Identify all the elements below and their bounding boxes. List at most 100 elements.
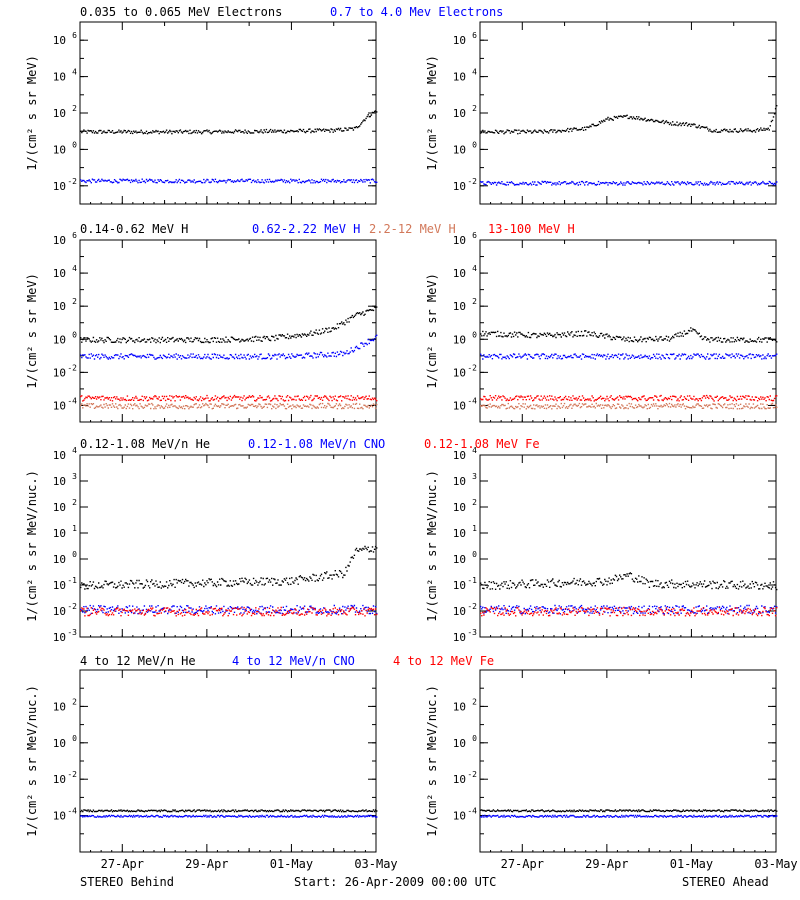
- y-tick-label: 10: [453, 234, 466, 247]
- y-tick-exponent: 0: [472, 330, 477, 339]
- y-tick-label: 10: [53, 34, 66, 47]
- legend-label: 4 to 12 MeV/n He: [80, 654, 196, 668]
- y-tick-exponent: 0: [472, 734, 477, 743]
- y-tick-label: 10: [53, 366, 66, 379]
- data-points-ahead-series-0: [480, 327, 778, 343]
- y-tick-exponent: 6: [472, 231, 477, 240]
- y-tick-exponent: -2: [67, 177, 77, 186]
- y-tick-exponent: 4: [472, 264, 477, 273]
- y-tick-exponent: -2: [467, 770, 477, 779]
- y-tick-label: 10: [53, 579, 66, 592]
- legend-label: 4 to 12 MeV/n CNO: [232, 654, 355, 668]
- y-tick-label: 10: [453, 399, 466, 412]
- y-tick-exponent: 3: [472, 472, 477, 481]
- y-tick-exponent: 6: [72, 31, 77, 40]
- y-tick-label: 10: [453, 267, 466, 280]
- y-tick-exponent: 1: [472, 524, 477, 533]
- legend-label: 2.2-12 MeV H: [369, 222, 456, 236]
- y-tick-exponent: 2: [72, 104, 77, 113]
- data-points-behind-series-3: [80, 394, 378, 402]
- y-tick-label: 10: [453, 34, 466, 47]
- y-tick-exponent: -3: [467, 628, 477, 637]
- plot-frame: [479, 21, 777, 205]
- y-tick-exponent: 0: [72, 140, 77, 149]
- y-axis-label: 1/(cm² s sr MeV): [425, 55, 439, 171]
- plot-frame: [479, 239, 777, 423]
- data-points-behind-series-0: [80, 809, 378, 813]
- y-tick-label: 10: [53, 143, 66, 156]
- legend-label: 0.12-1.08 MeV/n CNO: [248, 437, 385, 451]
- y-tick-label: 10: [53, 631, 66, 644]
- y-tick-label: 10: [53, 267, 66, 280]
- data-points-behind-series-0: [80, 545, 378, 590]
- y-tick-exponent: 4: [72, 264, 77, 273]
- y-tick-label: 10: [53, 605, 66, 618]
- y-tick-label: 10: [453, 737, 466, 750]
- y-tick-label: 10: [453, 700, 466, 713]
- data-points-ahead-series-1: [480, 180, 778, 186]
- y-tick-exponent: -2: [467, 177, 477, 186]
- y-tick-exponent: -2: [67, 602, 77, 611]
- y-tick-label: 10: [53, 501, 66, 514]
- y-tick-label: 10: [453, 631, 466, 644]
- legend-label: 0.7 to 4.0 Mev Electrons: [330, 5, 503, 19]
- footer-start-label: Start: 26-Apr-2009 00:00 UTC: [294, 875, 496, 889]
- x-tick-label: 03-May: [754, 857, 797, 871]
- y-tick-exponent: -4: [467, 396, 477, 405]
- y-tick-exponent: 0: [472, 140, 477, 149]
- y-tick-exponent: 3: [72, 472, 77, 481]
- y-tick-label: 10: [53, 333, 66, 346]
- legend-label: 0.14-0.62 MeV H: [80, 222, 188, 236]
- y-tick-label: 10: [453, 449, 466, 462]
- x-tick-label: 29-Apr: [585, 857, 628, 871]
- y-axis-label: 1/(cm² s sr MeV): [25, 55, 39, 171]
- y-tick-label: 10: [453, 366, 466, 379]
- y-tick-exponent: 4: [72, 446, 77, 455]
- y-tick-exponent: 2: [472, 104, 477, 113]
- y-tick-label: 10: [53, 527, 66, 540]
- y-tick-exponent: 0: [72, 734, 77, 743]
- data-points-behind-series-2: [80, 606, 378, 617]
- plot-frame: [79, 21, 377, 205]
- y-tick-exponent: 0: [472, 550, 477, 559]
- y-tick-exponent: -3: [67, 628, 77, 637]
- legend-label: 0.12-1.08 MeV Fe: [424, 437, 540, 451]
- y-tick-exponent: 6: [72, 231, 77, 240]
- y-axis-label: 1/(cm² s sr MeV): [425, 273, 439, 389]
- y-axis-label: 1/(cm² s sr MeV/nuc.): [425, 685, 439, 837]
- data-points-ahead-series-0: [480, 809, 778, 813]
- y-tick-label: 10: [453, 501, 466, 514]
- data-points-ahead-series-0: [480, 105, 778, 135]
- y-tick-label: 10: [453, 180, 466, 193]
- data-points-behind-series-1: [80, 334, 378, 360]
- data-points-behind-series-0: [80, 306, 378, 344]
- y-tick-label: 10: [453, 107, 466, 120]
- y-tick-label: 10: [53, 234, 66, 247]
- data-points-behind-series-0: [80, 110, 378, 135]
- data-points-ahead-series-2: [480, 402, 778, 410]
- y-tick-exponent: 2: [472, 297, 477, 306]
- data-points-ahead-series-3: [480, 394, 778, 402]
- y-tick-label: 10: [453, 605, 466, 618]
- y-tick-exponent: 0: [72, 330, 77, 339]
- y-tick-label: 10: [453, 553, 466, 566]
- y-tick-label: 10: [53, 71, 66, 84]
- y-tick-label: 10: [453, 475, 466, 488]
- legend-label: 4 to 12 MeV Fe: [393, 654, 494, 668]
- x-tick-label: 27-Apr: [101, 857, 144, 871]
- plot-frame: [79, 669, 377, 853]
- data-points-behind-series-1: [80, 604, 378, 615]
- y-tick-label: 10: [453, 333, 466, 346]
- footer-left-label: STEREO Behind: [80, 875, 174, 889]
- x-tick-label: 03-May: [354, 857, 397, 871]
- y-tick-label: 10: [53, 475, 66, 488]
- y-tick-exponent: 4: [472, 68, 477, 77]
- y-axis-label: 1/(cm² s sr MeV/nuc.): [25, 470, 39, 622]
- y-tick-label: 10: [53, 737, 66, 750]
- y-tick-label: 10: [53, 399, 66, 412]
